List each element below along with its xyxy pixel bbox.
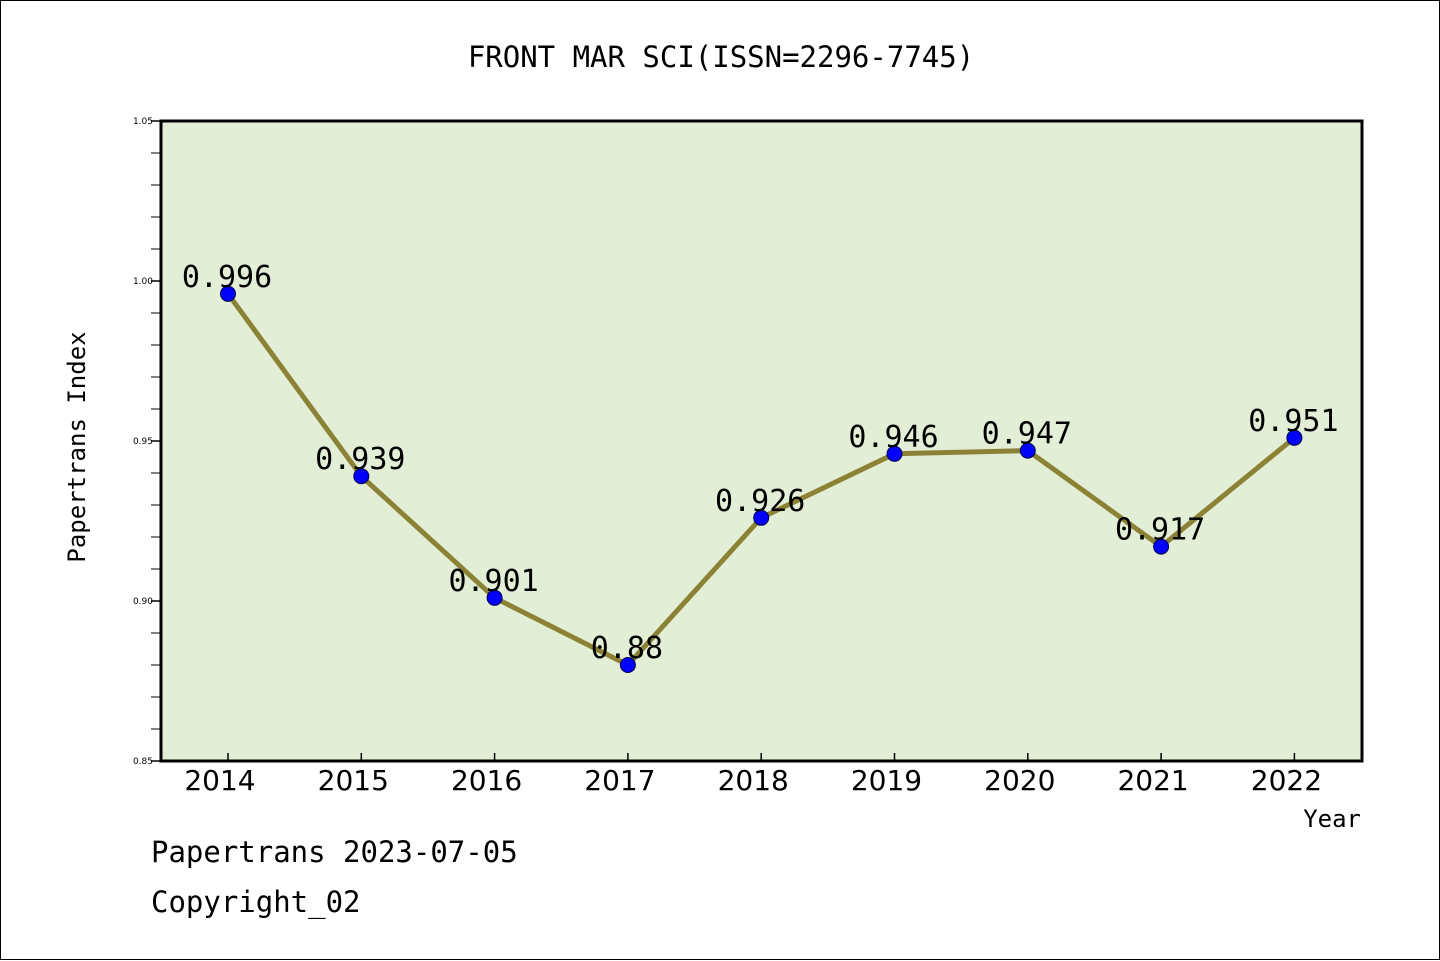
footer-date: Papertrans 2023-07-05 bbox=[151, 835, 518, 869]
x-tick-label: 2015 bbox=[318, 764, 389, 797]
x-axis-label: Year bbox=[1303, 805, 1361, 833]
y-tick-label: 0.90 bbox=[133, 597, 153, 607]
y-tick-label: 0.85 bbox=[133, 757, 153, 767]
data-label: 0.917 bbox=[1115, 513, 1205, 548]
x-tick-label: 2014 bbox=[184, 764, 255, 797]
y-axis-label: Papertrans Index bbox=[63, 331, 91, 562]
data-point bbox=[619, 657, 636, 673]
data-label: 0.901 bbox=[448, 564, 538, 599]
data-point bbox=[753, 509, 770, 526]
x-tick-label: 2022 bbox=[1251, 764, 1322, 797]
data-label: 0.926 bbox=[715, 484, 805, 519]
x-tick-label: 2018 bbox=[718, 764, 789, 797]
y-tick-label: 1.00 bbox=[133, 277, 153, 287]
data-label: 0.947 bbox=[982, 417, 1072, 452]
x-axis-ticks: 2014 2015 2016 2017 2018 2019 2020 2021 2022 bbox=[184, 753, 1322, 797]
data-label: 0.996 bbox=[182, 260, 272, 295]
y-tick-label: 1.05 bbox=[133, 117, 153, 127]
x-tick-label: 2020 bbox=[984, 764, 1055, 797]
plot-area bbox=[161, 121, 1362, 761]
y-axis-ticks: 0.85 0.90 0.95 1.00 1.05 bbox=[133, 117, 161, 767]
y-tick-label: 0.95 bbox=[133, 437, 153, 447]
data-label: 0.88 bbox=[591, 631, 663, 666]
data-point bbox=[353, 468, 370, 485]
data-label: 0.946 bbox=[848, 420, 938, 455]
plot-border bbox=[159, 119, 1364, 763]
data-point bbox=[220, 285, 236, 302]
data-point bbox=[1019, 442, 1036, 459]
data-label: 0.939 bbox=[315, 442, 405, 477]
x-tick-label: 2019 bbox=[851, 764, 922, 797]
data-point bbox=[1286, 429, 1303, 446]
data-point bbox=[1153, 538, 1170, 555]
x-tick-label: 2021 bbox=[1117, 764, 1188, 797]
series-group: 0.996 0.939 0.901 0.88 0.926 0.946 0.947 0.917 0… bbox=[182, 260, 1339, 673]
footer-copyright: Copyright_02 bbox=[151, 885, 361, 919]
data-label: 0.951 bbox=[1248, 404, 1338, 439]
x-tick-label: 2017 bbox=[584, 764, 655, 797]
chart-title: FRONT MAR SCI(ISSN=2296-7745) bbox=[468, 40, 974, 74]
data-point bbox=[886, 445, 903, 462]
data-point bbox=[486, 589, 503, 606]
x-tick-label: 2016 bbox=[451, 764, 522, 797]
